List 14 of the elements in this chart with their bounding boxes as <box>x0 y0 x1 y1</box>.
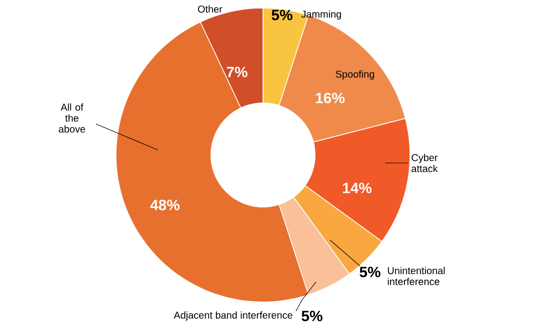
slice-label: Spoofing <box>336 70 374 80</box>
data-label: 5% <box>360 266 380 278</box>
data-label: 16% <box>316 92 345 104</box>
slice-label: Adjacent band interference <box>174 311 292 321</box>
data-label: 48% <box>150 200 180 210</box>
slice-label: Other <box>198 5 222 13</box>
slice-label: Jamming <box>301 10 341 20</box>
data-label: 5% <box>302 310 322 322</box>
data-label: 14% <box>342 182 372 194</box>
slice-label: All of the above <box>58 103 86 133</box>
data-label: 5% <box>272 10 292 20</box>
data-label: 7% <box>226 66 248 78</box>
slice-label: Cyber attack <box>412 154 438 172</box>
slice-label: Unintentional interference <box>388 266 445 286</box>
